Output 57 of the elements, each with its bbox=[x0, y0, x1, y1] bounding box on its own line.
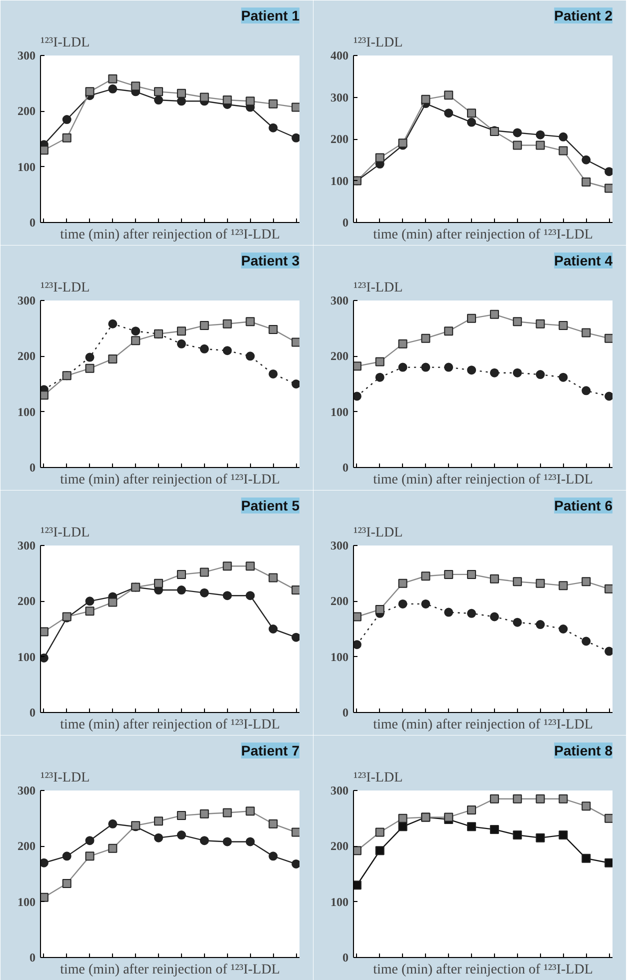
y-tick-label: 0 bbox=[30, 706, 36, 720]
chart-title: Patient 3 bbox=[241, 252, 300, 268]
chart-title: Patient 6 bbox=[554, 498, 613, 514]
y-tick-label: 300 bbox=[18, 784, 36, 798]
y-tick-label: 300 bbox=[18, 538, 36, 552]
chart-title: Patient 5 bbox=[241, 498, 300, 514]
x-axis-title: time (min) after reinjection of ¹²³I-LDL bbox=[60, 962, 280, 978]
y-tick-label: 300 bbox=[330, 90, 348, 104]
y-tick-label: 100 bbox=[18, 404, 36, 419]
y-tick-label: 200 bbox=[18, 104, 36, 118]
y-tick-label: 100 bbox=[330, 650, 348, 664]
y-tick-label: 200 bbox=[330, 594, 348, 608]
chart-title: Patient 7 bbox=[241, 742, 300, 758]
y-tick-label: 200 bbox=[330, 132, 348, 146]
x-axis-title: time (min) after reinjection of ¹²³I-LDL bbox=[373, 962, 593, 978]
y-tick-label: 300 bbox=[18, 48, 36, 62]
y-tick-label: 300 bbox=[330, 538, 348, 552]
y-tick-label: 200 bbox=[330, 839, 348, 854]
y-axis-title: ¹²³I-LDL bbox=[40, 36, 90, 50]
y-tick-label: 200 bbox=[18, 839, 36, 854]
y-tick-label: 300 bbox=[18, 294, 36, 308]
y-axis-title: ¹²³I-LDL bbox=[354, 770, 403, 786]
y-tick-label: 100 bbox=[18, 894, 36, 909]
chart-title: Patient 1 bbox=[241, 8, 300, 24]
y-tick-label: 0 bbox=[30, 950, 36, 964]
y-tick-label: 0 bbox=[342, 950, 348, 964]
y-tick-label: 200 bbox=[330, 349, 348, 364]
y-axis-title: ¹²³I-LDL bbox=[40, 770, 90, 786]
y-axis-title: ¹²³I-LDL bbox=[40, 526, 90, 540]
x-axis-title: time (min) after reinjection of ¹²³I-LDL bbox=[373, 228, 593, 242]
y-tick-label: 200 bbox=[18, 594, 36, 608]
x-axis-title: time (min) after reinjection of ¹²³I-LDL bbox=[60, 472, 280, 488]
y-tick-label: 100 bbox=[18, 160, 36, 174]
y-tick-label: 100 bbox=[330, 894, 348, 909]
y-tick-label: 400 bbox=[330, 48, 348, 62]
y-tick-label: 100 bbox=[330, 404, 348, 419]
chart-title: Patient 4 bbox=[554, 252, 613, 268]
y-tick-label: 0 bbox=[342, 216, 348, 230]
chart-title: Patient 8 bbox=[554, 742, 613, 758]
y-axis-title: ¹²³I-LDL bbox=[354, 526, 403, 540]
y-tick-label: 300 bbox=[330, 784, 348, 798]
y-tick-label: 200 bbox=[18, 349, 36, 364]
y-axis-title: ¹²³I-LDL bbox=[354, 280, 403, 296]
y-tick-label: 0 bbox=[30, 216, 36, 230]
y-axis-title: ¹²³I-LDL bbox=[40, 280, 90, 296]
y-axis-title: ¹²³I-LDL bbox=[354, 36, 403, 50]
chart-title: Patient 2 bbox=[554, 8, 613, 24]
y-tick-label: 100 bbox=[18, 650, 36, 664]
x-axis-title: time (min) after reinjection of ¹²³I-LDL bbox=[373, 718, 593, 732]
x-axis-title: time (min) after reinjection of ¹²³I-LDL bbox=[60, 228, 280, 242]
y-tick-label: 100 bbox=[330, 174, 348, 188]
x-axis-title: time (min) after reinjection of ¹²³I-LDL bbox=[373, 472, 593, 488]
y-tick-label: 0 bbox=[342, 706, 348, 720]
x-axis-title: time (min) after reinjection of ¹²³I-LDL bbox=[60, 718, 280, 732]
y-tick-label: 0 bbox=[342, 460, 348, 474]
y-tick-label: 300 bbox=[330, 294, 348, 308]
y-tick-label: 0 bbox=[30, 460, 36, 474]
